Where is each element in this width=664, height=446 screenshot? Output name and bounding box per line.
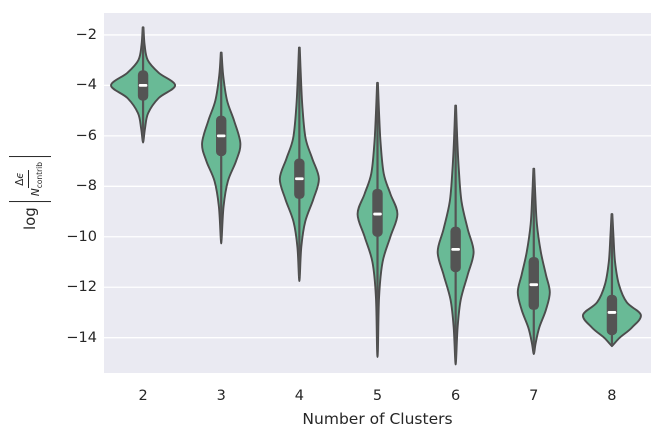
- y-tick-label: −8: [75, 178, 97, 195]
- x-tick-label: 5: [372, 388, 383, 404]
- y-title-numerator: Δϵ: [13, 170, 29, 188]
- x-tick-label: 4: [294, 388, 304, 404]
- violin-plot-canvas: [104, 26, 651, 366]
- plot-area: [104, 13, 651, 373]
- y-title-denominator: Ncontrib: [29, 162, 46, 196]
- violin-median: [295, 177, 304, 181]
- y-title-fraction: Δϵ Ncontrib: [13, 162, 46, 196]
- violin-median: [373, 212, 382, 216]
- epsilon-symbol: ϵ: [13, 172, 26, 179]
- y-axis-title: log Δϵ Ncontrib: [9, 155, 51, 231]
- delta-symbol: Δ: [13, 178, 26, 186]
- violin-median: [607, 311, 617, 314]
- y-tick-label: −12: [66, 279, 97, 296]
- y-tick-label: −4: [75, 77, 97, 94]
- y-tick-label: −10: [66, 228, 97, 245]
- violin-median: [216, 134, 226, 138]
- x-tick-label: 2: [138, 388, 148, 404]
- y-tick-label: −2: [75, 26, 97, 43]
- violin-box: [606, 294, 618, 336]
- violin-median: [529, 283, 539, 287]
- y-title-absolute-bars: Δϵ Ncontrib: [9, 155, 51, 203]
- x-axis-title: Number of Clusters: [302, 410, 453, 428]
- x-tick-label: 3: [216, 388, 226, 404]
- violin-median: [138, 84, 148, 87]
- n-symbol: N: [29, 188, 42, 197]
- x-tick-label: 6: [451, 388, 461, 404]
- x-tick-label: 7: [529, 388, 539, 404]
- contrib-subscript: contrib: [35, 161, 45, 189]
- y-tick-label: −14: [66, 329, 97, 346]
- violin-median: [451, 247, 460, 251]
- y-title-log: log: [21, 207, 39, 231]
- y-tick-label: −6: [75, 127, 97, 144]
- x-tick-label: 8: [607, 388, 617, 404]
